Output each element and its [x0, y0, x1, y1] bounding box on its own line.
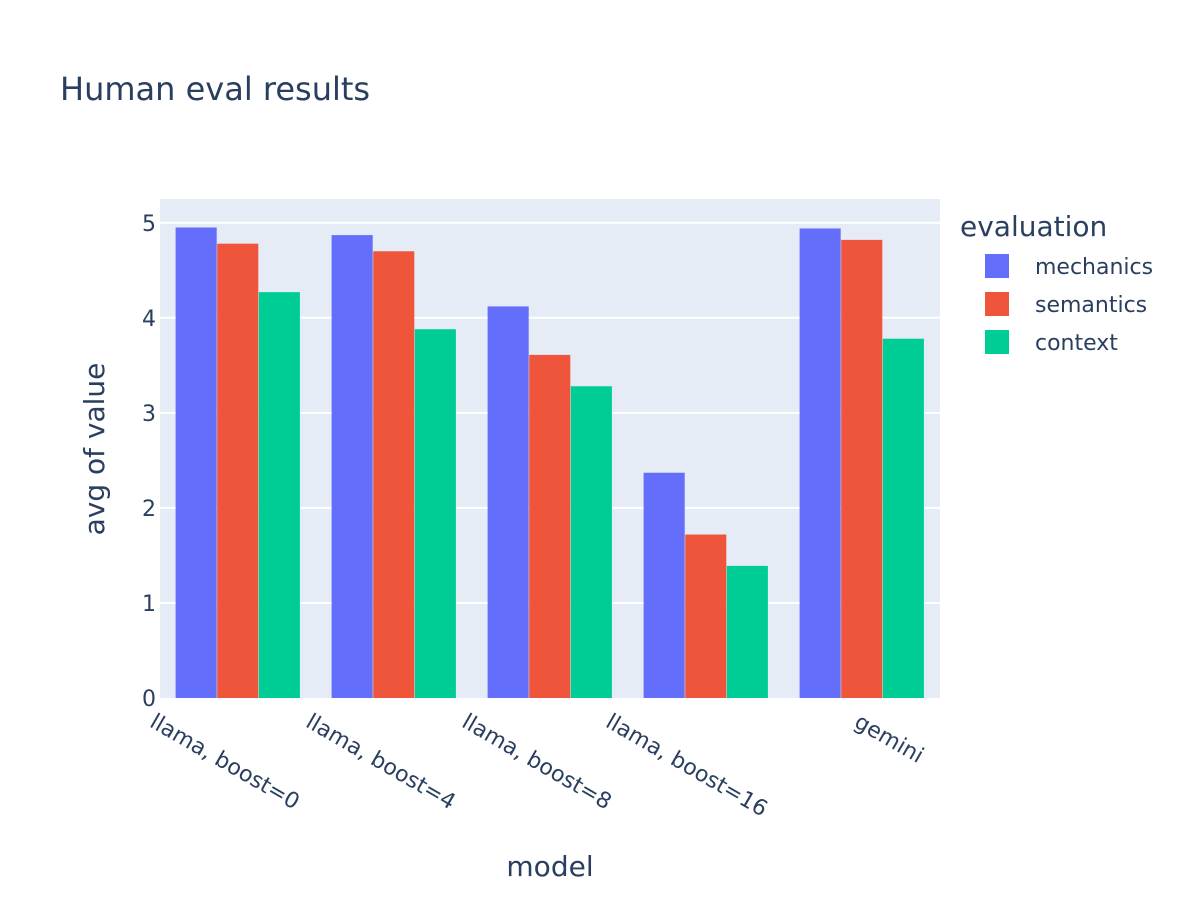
x-tick-label: llama, boost=8: [457, 710, 615, 816]
bar-mechanics-1: [331, 235, 373, 698]
y-tick-label: 4: [142, 307, 156, 332]
bar-mechanics-3: [643, 472, 685, 698]
legend-swatch-context: [985, 330, 1009, 354]
x-tick-label: llama, boost=4: [301, 710, 459, 816]
bar-mechanics-0: [175, 227, 217, 698]
bar-semantics-3: [685, 534, 727, 698]
legend-swatch-semantics: [985, 292, 1009, 316]
legend: evaluation mechanics semantics context: [960, 210, 1153, 356]
bar-context-0: [258, 292, 300, 698]
y-axis-ticks: 0 1 2 3 4 5: [142, 212, 156, 712]
bar-mechanics-4: [799, 228, 841, 698]
x-tick-label: llama, boost=16: [601, 710, 771, 823]
bar-mechanics-2: [487, 306, 529, 698]
bar-context-2: [570, 386, 612, 698]
y-tick-label: 5: [142, 212, 156, 237]
y-tick-label: 3: [142, 402, 156, 427]
legend-label-mechanics: mechanics: [1035, 255, 1153, 280]
bar-semantics-0: [217, 243, 259, 699]
bar-semantics-1: [373, 251, 415, 698]
legend-label-semantics: semantics: [1035, 293, 1147, 318]
bar-context-4: [882, 338, 924, 698]
bar-semantics-2: [529, 354, 571, 698]
chart-title: Human eval results: [60, 70, 370, 108]
bars: [175, 227, 924, 699]
y-axis-title: avg of value: [78, 363, 111, 536]
bar-semantics-4: [841, 239, 883, 698]
bar-context-3: [726, 565, 768, 698]
y-tick-label: 1: [142, 592, 156, 617]
legend-swatch-mechanics: [985, 254, 1009, 278]
legend-title: evaluation: [960, 210, 1107, 243]
bar-context-1: [414, 329, 456, 698]
legend-label-context: context: [1035, 331, 1118, 356]
x-tick-label: llama, boost=0: [145, 710, 303, 816]
x-axis-title: model: [506, 850, 593, 883]
y-tick-label: 0: [142, 687, 156, 712]
x-tick-label: gemini: [850, 710, 928, 769]
y-tick-label: 2: [142, 497, 156, 522]
